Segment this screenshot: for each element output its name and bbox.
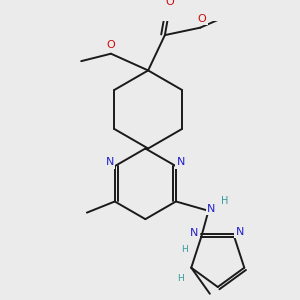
- Text: N: N: [207, 204, 215, 214]
- Text: N: N: [236, 227, 244, 237]
- Text: N: N: [190, 228, 198, 238]
- Text: N: N: [106, 158, 114, 167]
- Text: H: H: [220, 196, 228, 206]
- Text: H: H: [177, 274, 184, 284]
- Text: O: O: [198, 14, 206, 24]
- Text: O: O: [165, 0, 174, 7]
- Text: H: H: [181, 245, 188, 254]
- Text: O: O: [106, 40, 115, 50]
- Text: N: N: [176, 158, 185, 167]
